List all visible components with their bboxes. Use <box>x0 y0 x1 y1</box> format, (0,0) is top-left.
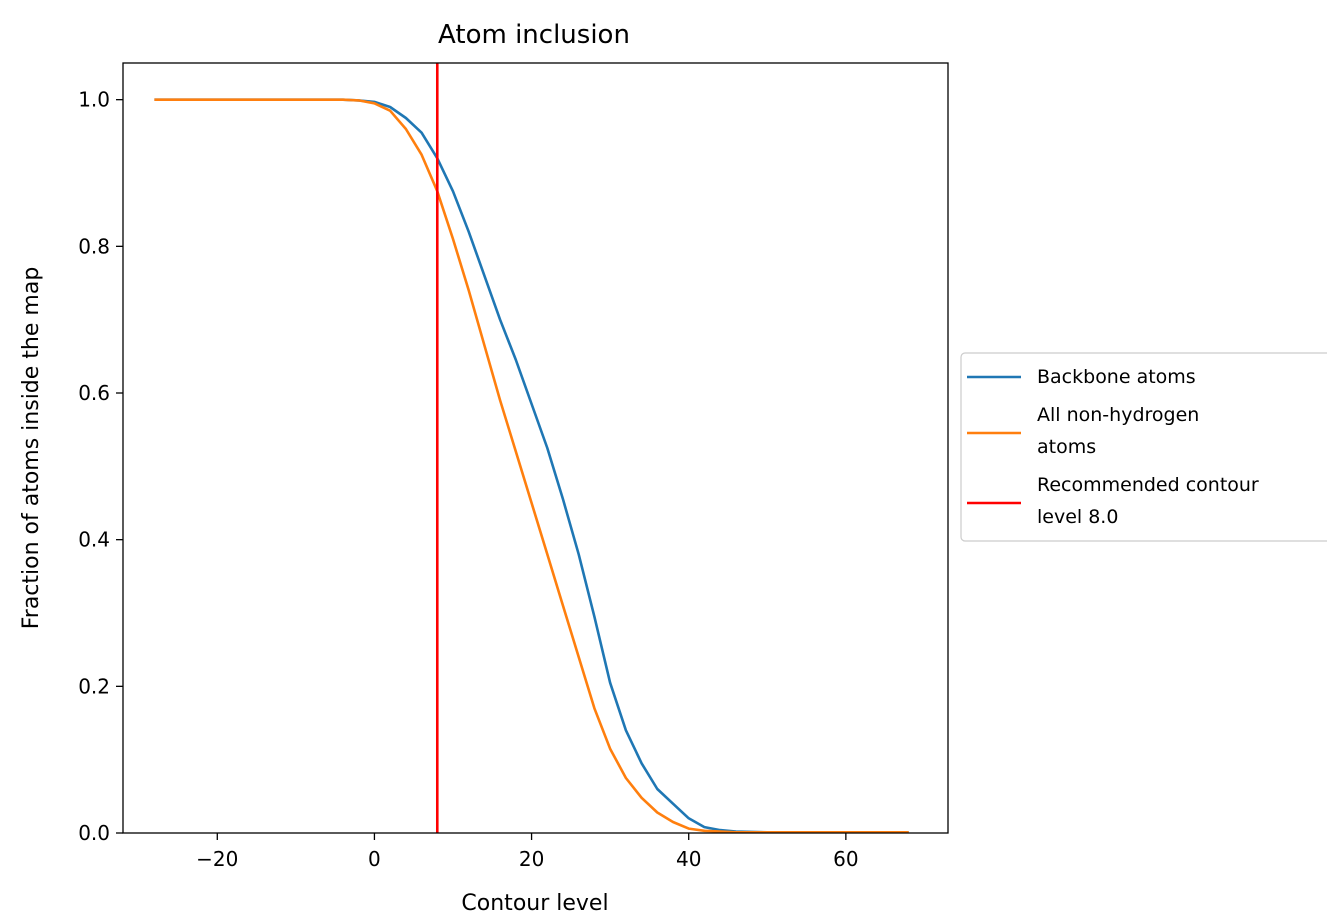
chart-title: Atom inclusion <box>438 20 630 50</box>
x-tick-label: 0 <box>368 847 381 871</box>
legend-label: Recommended contour <box>1037 474 1259 496</box>
x-tick-label: 40 <box>676 847 701 871</box>
series-layer <box>154 63 909 833</box>
y-axis-title: Fraction of atoms inside the map <box>19 267 44 630</box>
y-axis: 0.0 0.2 0.4 0.6 0.8 1.0 <box>78 88 123 845</box>
legend-label: atoms <box>1037 436 1096 458</box>
legend-label: level 8.0 <box>1037 506 1118 528</box>
legend: Backbone atoms All non-hydrogen atoms Reco… <box>960 352 1327 542</box>
series-line-1 <box>154 98 909 833</box>
plot-frame <box>122 62 949 834</box>
legend-items: Backbone atoms All non-hydrogen atoms Reco… <box>967 366 1259 528</box>
y-tick-label: 0.6 <box>78 381 110 405</box>
y-tick-label: 1.0 <box>78 88 110 112</box>
legend-label: Backbone atoms <box>1037 366 1196 388</box>
y-tick-label: 0.8 <box>78 234 110 258</box>
y-tick-label: 0.2 <box>78 674 110 698</box>
plot-area <box>122 62 949 834</box>
y-tick-label: 0.0 <box>78 821 110 845</box>
y-tick-label: 0.4 <box>78 528 110 552</box>
legend-box <box>960 352 1327 542</box>
series-line-0 <box>154 98 909 833</box>
x-axis: −20 0 20 40 60 <box>196 833 859 871</box>
x-tick-label: 60 <box>833 847 858 871</box>
x-axis-title: Contour level <box>461 891 608 916</box>
x-tick-label: −20 <box>196 847 238 871</box>
legend-label: All non-hydrogen <box>1037 404 1199 426</box>
x-tick-label: 20 <box>519 847 544 871</box>
